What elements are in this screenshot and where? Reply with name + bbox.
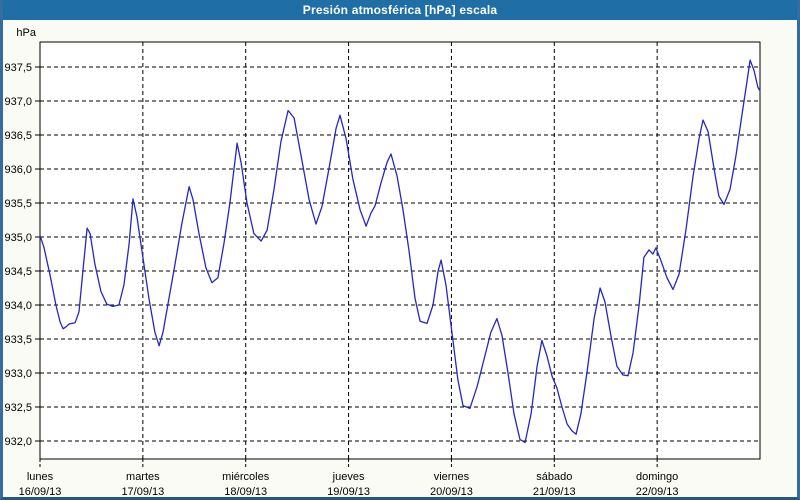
day-date-label: 21/09/13 bbox=[533, 486, 576, 497]
y-tick-label: 933,0 bbox=[4, 368, 32, 380]
day-name-label: miércoles bbox=[222, 471, 270, 483]
pressure-line bbox=[39, 59, 761, 444]
y-tick-label: 936,5 bbox=[4, 130, 32, 142]
y-tick-label: 934,5 bbox=[4, 266, 32, 278]
chart-container: 937,5 937,0 936,5 936,0 935,5 935,0 934,5 934,0… bbox=[3, 20, 797, 497]
y-tick-label: 934,0 bbox=[4, 300, 32, 312]
plot-area bbox=[39, 41, 761, 460]
y-tick-label: 937,0 bbox=[4, 96, 32, 108]
day-name-label: lunes bbox=[27, 471, 54, 483]
y-tick-label: 935,5 bbox=[4, 198, 32, 210]
page-title: Presión atmosférica [hPa] escala bbox=[302, 3, 498, 17]
pressure-chart: 937,5 937,0 936,5 936,0 935,5 935,0 934,5 934,0… bbox=[4, 27, 761, 497]
day-date-label: 17/09/13 bbox=[121, 486, 164, 497]
y-tick-label: 935,0 bbox=[4, 232, 32, 244]
day-date-label: 18/09/13 bbox=[224, 486, 267, 497]
y-tick-label: 936,0 bbox=[4, 164, 32, 176]
y-tick-label: 937,5 bbox=[4, 62, 32, 74]
day-name-label: sábado bbox=[536, 471, 572, 483]
day-date-label: 16/09/13 bbox=[19, 486, 62, 497]
day-date-label: 19/09/13 bbox=[327, 486, 370, 497]
y-axis-unit-label: hPa bbox=[16, 27, 36, 39]
title-bar: Presión atmosférica [hPa] escala bbox=[3, 1, 797, 20]
y-tick-label: 932,5 bbox=[4, 402, 32, 414]
day-name-label: jueves bbox=[332, 471, 365, 483]
y-tick-label: 932,0 bbox=[4, 436, 32, 448]
day-name-label: martes bbox=[126, 471, 160, 483]
y-tick-label: 933,5 bbox=[4, 334, 32, 346]
day-date-label: 20/09/13 bbox=[430, 486, 473, 497]
day-date-label: 22/09/13 bbox=[636, 486, 679, 497]
day-name-label: domingo bbox=[636, 471, 678, 483]
day-name-label: viernes bbox=[434, 471, 470, 483]
